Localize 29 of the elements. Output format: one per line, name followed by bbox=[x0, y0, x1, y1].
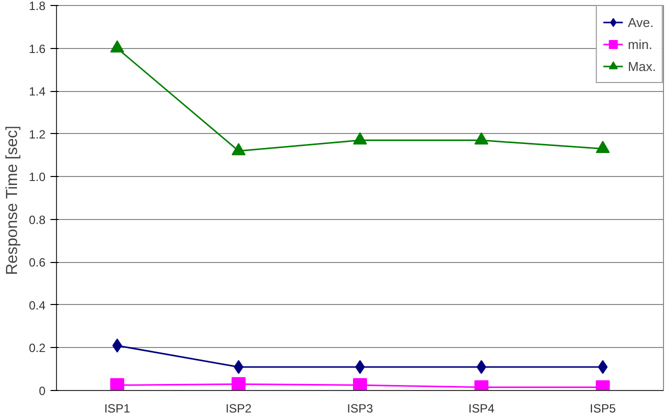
y-tick-label: 0 bbox=[38, 384, 46, 398]
y-tick-label: 1.4 bbox=[28, 84, 46, 99]
point bbox=[596, 140, 610, 154]
legend-label: Max. bbox=[628, 58, 656, 74]
y-tick-label: 1.8 bbox=[28, 0, 46, 13]
y-tick-label: 0.8 bbox=[28, 212, 46, 227]
x-tick-label: ISP3 bbox=[346, 402, 374, 416]
y-axis-title: Response Time [sec] bbox=[4, 126, 21, 276]
x-tick-label: ISP4 bbox=[468, 402, 495, 416]
y-tick-label: 1.0 bbox=[28, 170, 46, 184]
legend-label: Ave. bbox=[628, 14, 654, 30]
point bbox=[232, 142, 246, 156]
point bbox=[112, 338, 122, 353]
y-tick-label: 0.4 bbox=[28, 298, 46, 312]
y-tick-label: 1.2 bbox=[28, 127, 46, 142]
y-tick-label: 0.2 bbox=[28, 341, 46, 356]
y-tick-label: 0.6 bbox=[28, 256, 46, 270]
point bbox=[232, 377, 246, 390]
point bbox=[474, 132, 488, 145]
x-tick-label: ISP1 bbox=[104, 402, 131, 416]
point bbox=[353, 378, 367, 390]
x-tick-label: ISP5 bbox=[590, 402, 616, 416]
point bbox=[353, 132, 367, 145]
y-tick-label: 1.6 bbox=[28, 42, 46, 56]
x-tick-label: ISP2 bbox=[226, 402, 252, 416]
point bbox=[598, 360, 608, 374]
point bbox=[110, 40, 124, 53]
point bbox=[110, 378, 124, 390]
legend-label: min. bbox=[628, 36, 652, 52]
